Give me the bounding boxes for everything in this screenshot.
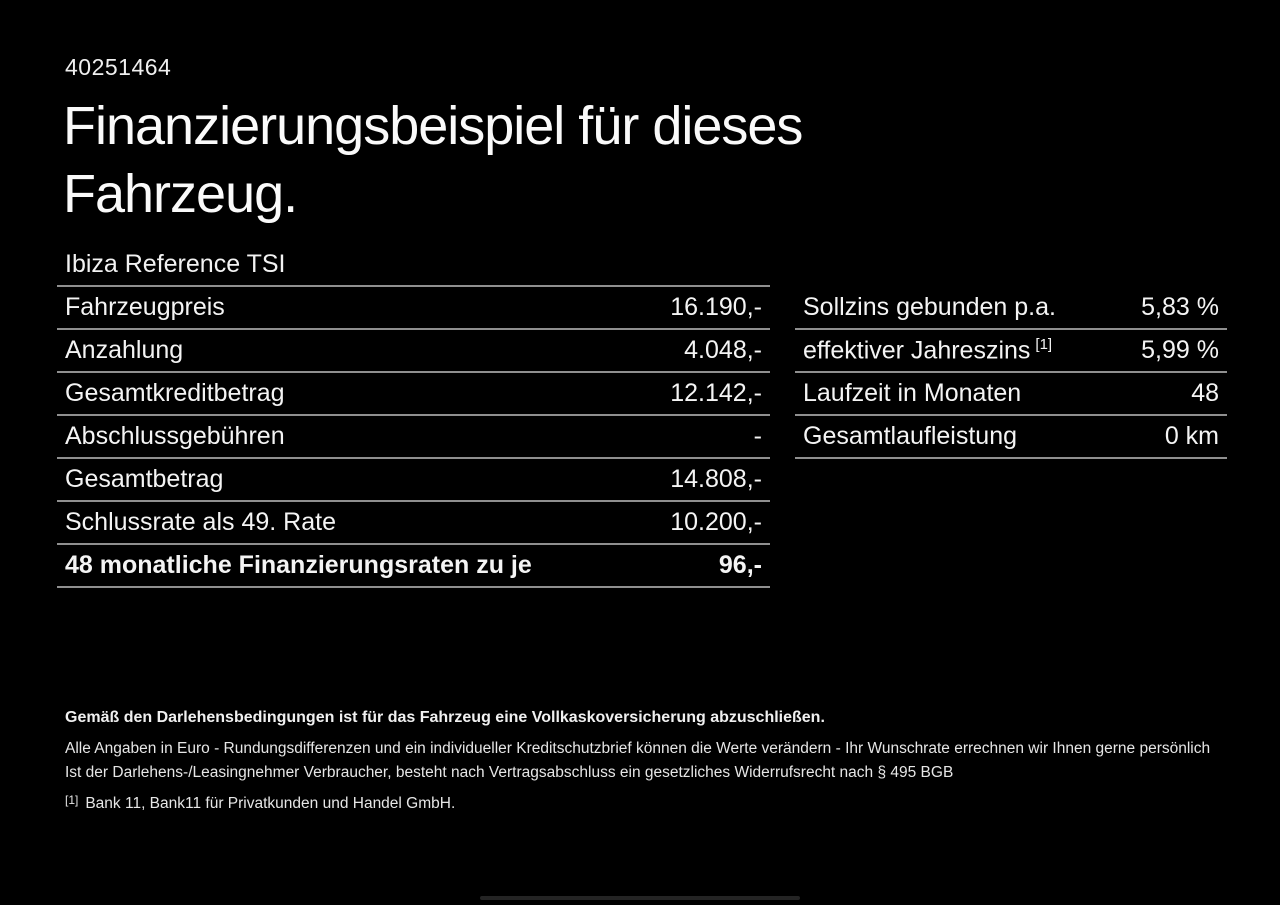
row-label: Schlussrate als 49. Rate	[65, 508, 336, 536]
row-label: Gesamtlaufleistung	[803, 422, 1018, 450]
footnote-bank: [1] Bank 11, Bank11 für Privatkunden und …	[65, 791, 1240, 813]
row-value: 0 km	[1164, 422, 1219, 450]
row-value: 48	[1191, 379, 1219, 407]
table-row: Abschlussgebühren -	[57, 416, 770, 459]
row-value: 14.808,-	[670, 465, 762, 493]
row-value: 12.142,-	[670, 379, 762, 407]
row-value: -	[753, 422, 762, 450]
insurance-note: Gemäß den Darlehensbedingungen ist für d…	[65, 709, 825, 726]
table-row-monthly-rate: 48 monatliche Finanzierungsraten zu je 9…	[57, 545, 770, 588]
row-label: Abschlussgebühren	[65, 422, 285, 450]
row-label: Fahrzeugpreis	[65, 293, 225, 321]
row-label: Gesamtbetrag	[65, 465, 224, 493]
table-row: Fahrzeugpreis 16.190,-	[57, 287, 770, 330]
table-row: Gesamtlaufleistung 0 km	[795, 416, 1227, 459]
row-label: Gesamtkreditbetrag	[65, 379, 285, 407]
row-label: Laufzeit in Monaten	[803, 379, 1022, 407]
disclaimer-rounding: Alle Angaben in Euro - Rundungsdifferenz…	[65, 740, 1211, 757]
row-label: 48 monatliche Finanzierungsraten zu je	[65, 551, 532, 579]
vehicle-name: Ibiza Reference TSI	[65, 250, 286, 278]
row-value: 5,83 %	[1141, 293, 1219, 321]
listing-id: 40251464	[65, 54, 172, 80]
footnote-text: Bank 11, Bank11 für Privatkunden und Han…	[85, 795, 456, 812]
row-value: 10.200,-	[670, 508, 762, 536]
footnote-reference: [1]	[1035, 335, 1053, 353]
row-label: Anzahlung	[65, 336, 184, 364]
table-row: Gesamtbetrag 14.808,-	[57, 459, 770, 502]
table-row: Anzahlung 4.048,-	[57, 330, 770, 373]
row-label: effektiver Jahreszins	[803, 336, 1031, 365]
row-label: Sollzins gebunden p.a.	[803, 293, 1056, 321]
row-value: 5,99 %	[1141, 336, 1219, 364]
table-row: Gesamtkreditbetrag 12.142,-	[57, 373, 770, 416]
table-row: Schlussrate als 49. Rate 10.200,-	[57, 502, 770, 545]
row-value: 4.048,-	[684, 336, 762, 364]
row-value: 16.190,-	[670, 293, 762, 321]
disclaimer-withdrawal: Ist der Darlehens-/Leasingnehmer Verbrau…	[65, 764, 954, 781]
home-indicator-bar	[480, 896, 800, 900]
table-row: effektiver Jahreszins [1] 5,99 %	[795, 330, 1227, 373]
financing-table: Fahrzeugpreis 16.190,- Anzahlung 4.048,-…	[57, 285, 770, 588]
row-value: 96,-	[718, 551, 762, 579]
table-row: Laufzeit in Monaten 48	[795, 373, 1227, 416]
page-title: Finanzierungsbeispiel für dieses Fahrzeu…	[63, 96, 803, 224]
table-row: Sollzins gebunden p.a. 5,83 %	[795, 287, 1227, 330]
conditions-table: Sollzins gebunden p.a. 5,83 % effektiver…	[795, 287, 1227, 459]
footnote-marker: [1]	[65, 793, 79, 807]
